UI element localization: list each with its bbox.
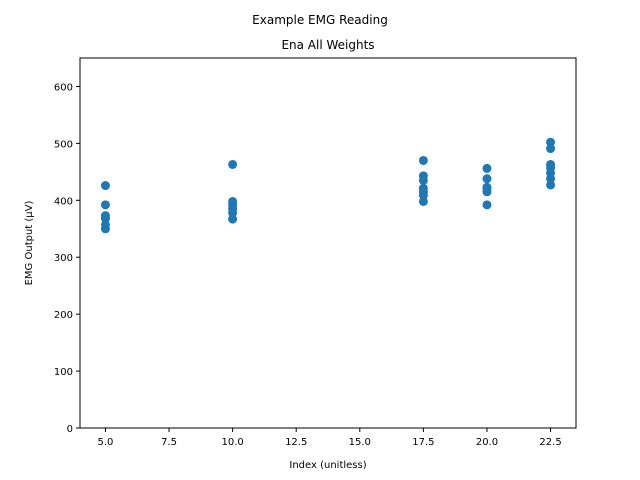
data-point (100, 200, 110, 210)
data-points (100, 137, 556, 234)
data-point (482, 200, 492, 210)
x-tick-label: 15.0 (349, 437, 371, 448)
y-tick-label: 600 (54, 82, 73, 93)
data-point (418, 190, 428, 200)
x-tick-label: 7.5 (161, 437, 177, 448)
data-point (546, 180, 556, 190)
plot-area-frame (79, 57, 577, 429)
data-point (546, 144, 556, 154)
y-tick-label: 0 (67, 424, 73, 435)
x-tick-label: 20.0 (476, 437, 498, 448)
data-point (418, 196, 428, 206)
y-tick-label: 300 (54, 253, 73, 264)
x-tick-label: 10.0 (221, 437, 243, 448)
x-tick-label: 5.0 (97, 437, 113, 448)
x-tick-label: 17.5 (412, 437, 434, 448)
data-point (100, 224, 110, 234)
data-point (100, 214, 110, 224)
y-tick-label: 200 (54, 310, 73, 321)
y-tick-label: 500 (54, 139, 73, 150)
data-point (482, 163, 492, 173)
x-tick-label: 12.5 (285, 437, 307, 448)
data-point (546, 174, 556, 184)
chart-subtitle: Ena All Weights (281, 38, 374, 52)
data-point (228, 159, 238, 169)
y-tick-label: 100 (54, 367, 73, 378)
data-point (228, 208, 238, 218)
y-axis-label: EMG Output (μV) (24, 201, 35, 286)
data-point (100, 181, 110, 191)
data-point (228, 214, 238, 224)
x-tick-label: 22.5 (539, 437, 561, 448)
data-point (418, 155, 428, 165)
x-axis-label: Index (unitless) (289, 460, 366, 471)
data-point (418, 175, 428, 185)
y-tick-label: 400 (54, 196, 73, 207)
x-axis-ticks: 5.0 7.5 10.0 12.5 15.0 17.5 20.0 22.5 (97, 428, 562, 448)
data-point (482, 187, 492, 197)
data-point (482, 174, 492, 184)
y-axis-ticks: 0 100 200 300 400 500 600 (54, 82, 80, 435)
data-point (546, 137, 556, 147)
chart-title: Example EMG Reading (252, 13, 388, 27)
